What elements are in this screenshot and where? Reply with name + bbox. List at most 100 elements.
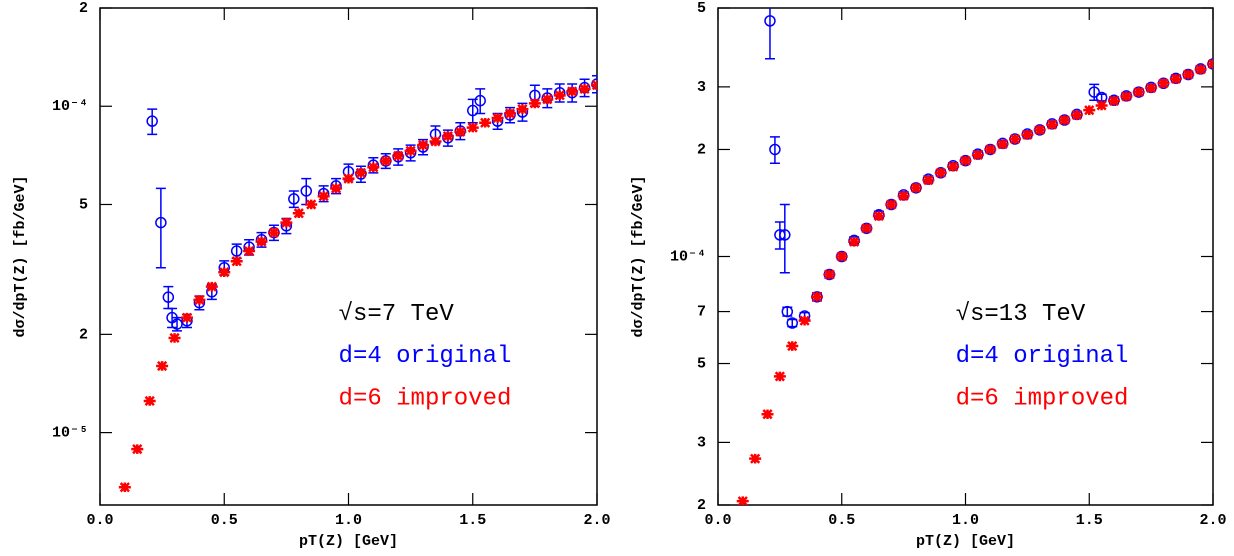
data-point bbox=[255, 236, 268, 247]
data-point bbox=[971, 149, 984, 161]
error-bar bbox=[147, 108, 158, 136]
data-point bbox=[118, 482, 131, 493]
data-point bbox=[773, 371, 786, 382]
data-point bbox=[798, 315, 811, 326]
data-point bbox=[1182, 69, 1195, 80]
data-point bbox=[736, 496, 749, 505]
data-point bbox=[786, 340, 799, 352]
data-point bbox=[267, 227, 280, 238]
data-point bbox=[1088, 86, 1100, 98]
data-point bbox=[168, 332, 181, 344]
y-tick-label: 7 bbox=[697, 304, 706, 321]
data-point bbox=[1157, 78, 1170, 89]
error-bar bbox=[592, 75, 597, 94]
data-point bbox=[872, 210, 885, 222]
data-point bbox=[342, 173, 355, 184]
data-point bbox=[479, 117, 492, 128]
data-point bbox=[781, 305, 794, 318]
data-point bbox=[1009, 133, 1021, 145]
data-point bbox=[578, 83, 591, 95]
data-point bbox=[885, 199, 898, 210]
error-bar bbox=[301, 177, 312, 206]
data-point bbox=[922, 175, 935, 186]
data-point bbox=[1083, 105, 1096, 116]
data-point bbox=[243, 245, 256, 257]
plot-area bbox=[736, 8, 1213, 505]
data-point bbox=[823, 269, 836, 280]
plot-area bbox=[118, 75, 597, 493]
data-point bbox=[835, 251, 848, 262]
data-point bbox=[1194, 64, 1207, 75]
data-point bbox=[330, 183, 343, 194]
data-point bbox=[491, 112, 504, 124]
data-point bbox=[1070, 109, 1083, 121]
x-tick-label: 1.0 bbox=[952, 512, 979, 529]
y-tick-label: 2 bbox=[697, 141, 706, 158]
plot-frame bbox=[717, 7, 1214, 506]
x-tick-label: 0.0 bbox=[86, 512, 113, 529]
x-tick-label: 2.0 bbox=[1199, 512, 1226, 529]
data-point bbox=[1120, 91, 1133, 102]
data-point bbox=[516, 104, 529, 115]
data-point bbox=[947, 161, 960, 172]
data-point bbox=[1169, 73, 1182, 84]
data-point bbox=[156, 360, 169, 372]
data-point bbox=[404, 145, 417, 156]
x-tick-label: 0.5 bbox=[828, 512, 855, 529]
data-point bbox=[1033, 124, 1046, 136]
y-tick-label: 2 bbox=[79, 326, 88, 343]
data-point bbox=[280, 217, 293, 228]
error-bar bbox=[764, 8, 775, 60]
data-point bbox=[761, 409, 774, 420]
data-point bbox=[959, 155, 972, 166]
data-point bbox=[860, 223, 873, 234]
data-point bbox=[146, 115, 158, 127]
y-tick-label: 3 bbox=[697, 79, 706, 96]
data-point bbox=[566, 86, 579, 97]
x-tick-label: 1.0 bbox=[335, 512, 362, 529]
data-point bbox=[769, 143, 781, 156]
plot-frame bbox=[99, 7, 598, 506]
data-point bbox=[230, 245, 243, 257]
x-tick-label: 1.5 bbox=[1076, 512, 1103, 529]
data-point bbox=[1021, 129, 1034, 140]
data-point bbox=[300, 185, 313, 197]
data-point bbox=[910, 182, 922, 193]
x-tick-label: 2.0 bbox=[583, 512, 610, 529]
data-point bbox=[1145, 82, 1158, 93]
error-bar bbox=[769, 136, 780, 164]
data-point bbox=[528, 98, 541, 109]
data-point bbox=[354, 167, 367, 178]
error-bar bbox=[163, 285, 174, 310]
data-point bbox=[218, 267, 231, 278]
data-point bbox=[764, 15, 776, 27]
error-bar bbox=[779, 203, 790, 274]
legend-label: d=6 improved bbox=[956, 385, 1129, 412]
x-tick-label: 0.0 bbox=[704, 512, 731, 529]
y-tick-label: 2 bbox=[79, 0, 88, 17]
data-point bbox=[317, 191, 330, 202]
data-point bbox=[541, 94, 554, 105]
y-axis-label: dσ/dpT(Z) [fb/GeV] bbox=[630, 175, 647, 337]
data-point bbox=[429, 136, 442, 147]
data-point bbox=[591, 80, 597, 91]
y-tick-label: 3 bbox=[697, 434, 706, 451]
data-point bbox=[205, 281, 218, 292]
data-point bbox=[417, 140, 430, 151]
data-point bbox=[1207, 58, 1213, 70]
legend-label: d=4 original bbox=[339, 343, 512, 370]
data-point bbox=[474, 94, 486, 107]
data-point bbox=[1132, 87, 1145, 98]
data-point bbox=[934, 167, 947, 178]
data-point bbox=[441, 131, 454, 142]
data-point bbox=[996, 139, 1009, 150]
data-point bbox=[305, 199, 318, 210]
annotation: √s=7 TeV bbox=[339, 301, 455, 328]
data-point bbox=[230, 256, 243, 267]
x-tick-label: 0.5 bbox=[211, 512, 238, 529]
data-point bbox=[984, 144, 997, 155]
data-point bbox=[848, 236, 861, 247]
data-point bbox=[155, 216, 167, 229]
annotation: √s=13 TeV bbox=[956, 301, 1086, 328]
data-point bbox=[288, 193, 300, 205]
